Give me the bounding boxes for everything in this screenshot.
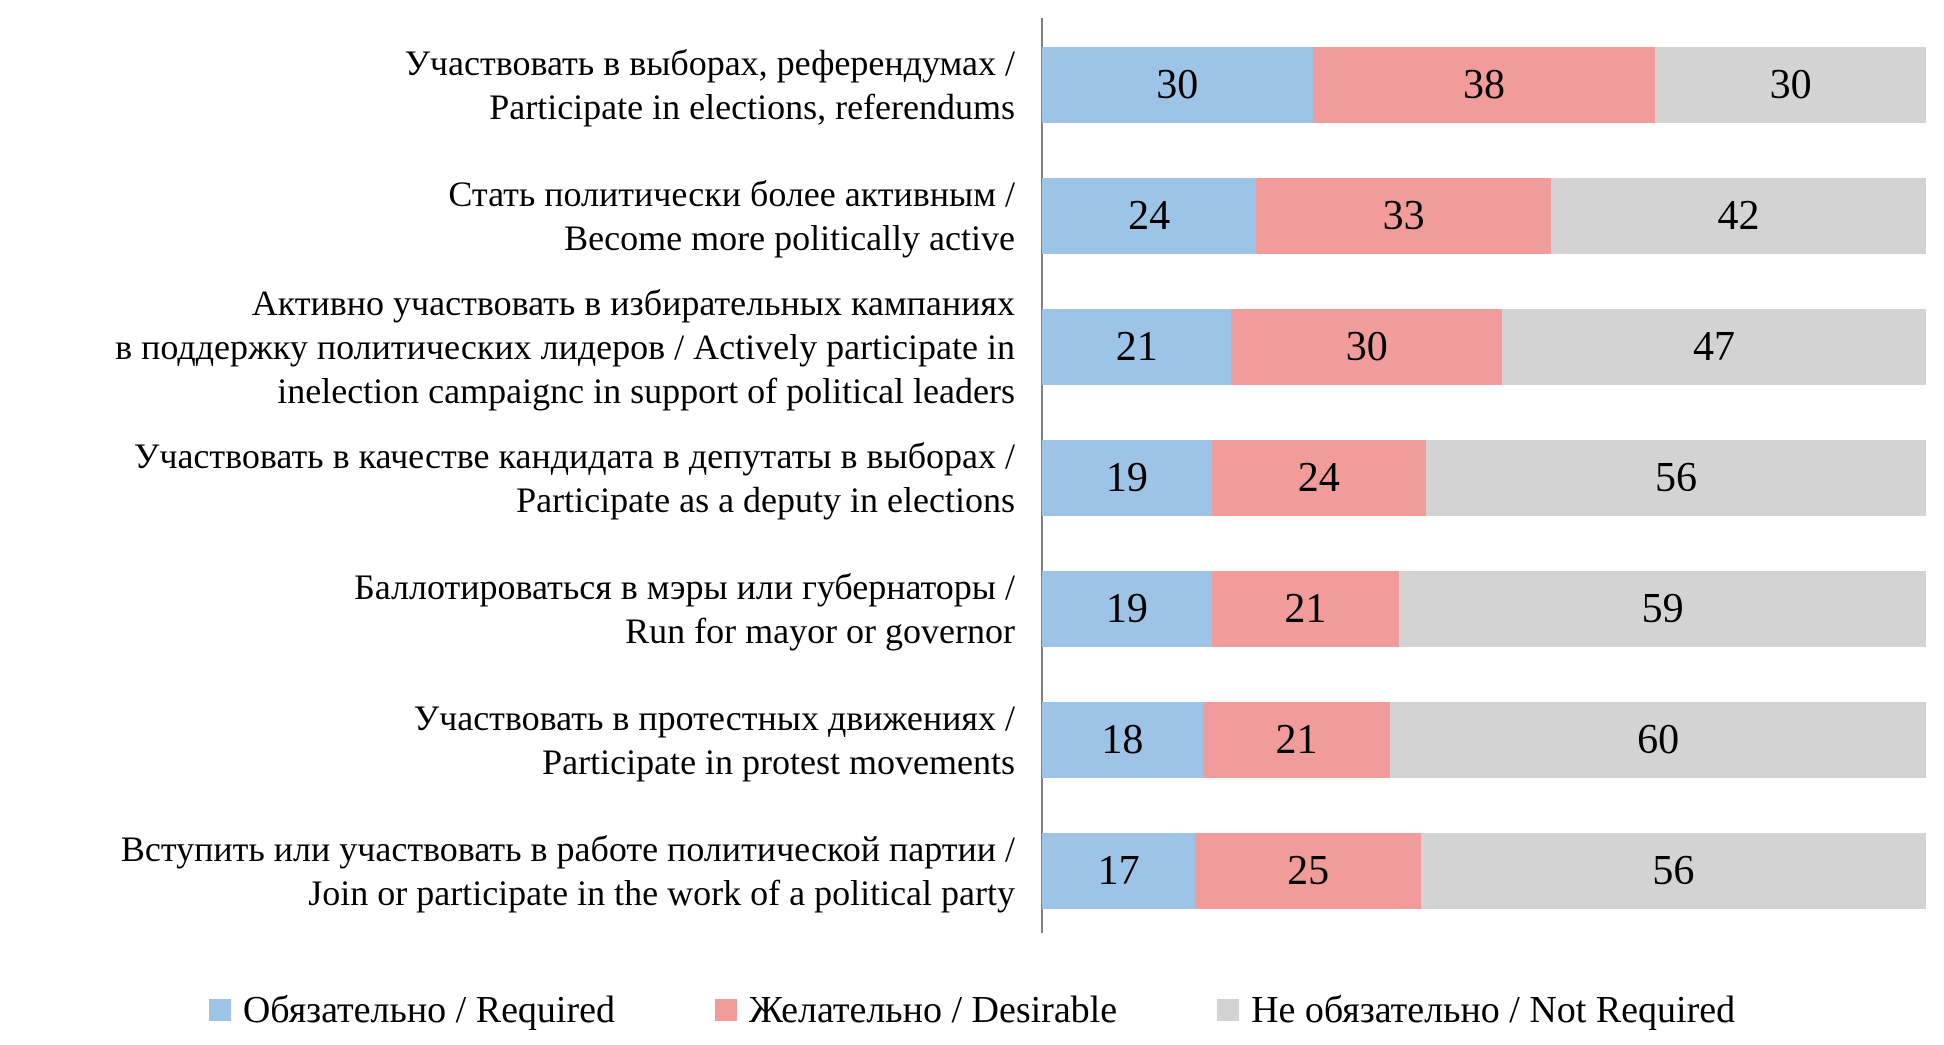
chart-row: Участвовать в качестве кандидата в депут… bbox=[0, 412, 1944, 543]
bar-segment-required: 24 bbox=[1042, 177, 1257, 254]
legend-swatch-desirable bbox=[715, 999, 738, 1021]
bar-value-not-required: 59 bbox=[1641, 585, 1684, 632]
chart-row: Баллотироваться в мэры или губернаторы /… bbox=[0, 543, 1944, 674]
bar-value-required: 19 bbox=[1105, 454, 1148, 501]
legend: Обязательно / Required Желательно / Desi… bbox=[0, 988, 1944, 1032]
legend-item-not-required: Не обязательно / Not Required bbox=[1217, 988, 1735, 1032]
category-label: Участвовать в выборах, референдумах / Pa… bbox=[404, 42, 1015, 127]
bar-value-not-required: 42 bbox=[1717, 192, 1760, 239]
bar-segment-desirable: 21 bbox=[1211, 570, 1400, 647]
bar-value-required: 24 bbox=[1128, 192, 1171, 239]
bar-value-desirable: 21 bbox=[1284, 585, 1327, 632]
legend-swatch-required bbox=[208, 999, 231, 1021]
stacked-bar: 18 21 60 bbox=[1042, 701, 1926, 778]
bar-segment-desirable: 33 bbox=[1256, 177, 1551, 254]
chart-row: Участвовать в выборах, референдумах / Pa… bbox=[0, 19, 1944, 150]
legend-label-not-required: Не обязательно / Not Required bbox=[1251, 989, 1736, 1031]
bar-value-required: 17 bbox=[1097, 847, 1140, 894]
bar-segment-required: 19 bbox=[1042, 570, 1212, 647]
chart-row: Активно участвовать в избирательных камп… bbox=[0, 281, 1944, 412]
bar-segment-required: 30 bbox=[1042, 46, 1313, 123]
bar-segment-required: 18 bbox=[1042, 701, 1203, 778]
stacked-bar: 21 30 47 bbox=[1042, 308, 1926, 385]
chart-row: Участвовать в протестных движениях / Par… bbox=[0, 674, 1944, 805]
stacked-bar: 19 21 59 bbox=[1042, 570, 1926, 647]
bar-segment-not-required: 59 bbox=[1399, 570, 1926, 647]
bar-segment-desirable: 21 bbox=[1202, 701, 1391, 778]
bar-value-not-required: 30 bbox=[1769, 61, 1812, 108]
category-label: Баллотироваться в мэры или губернаторы /… bbox=[354, 566, 1015, 651]
bar-segment-not-required: 30 bbox=[1655, 46, 1926, 123]
chart-row: Стать политически более активным / Becom… bbox=[0, 150, 1944, 281]
legend-label-desirable: Желательно / Desirable bbox=[749, 989, 1118, 1031]
bar-value-desirable: 21 bbox=[1275, 716, 1318, 763]
bar-segment-not-required: 56 bbox=[1425, 439, 1926, 516]
category-label: Активно участвовать в избирательных камп… bbox=[115, 282, 1015, 411]
category-label: Участвовать в качестве кандидата в депут… bbox=[133, 435, 1015, 520]
chart-row: Вступить или участвовать в работе полити… bbox=[0, 805, 1944, 936]
category-label: Стать политически более активным / Becom… bbox=[448, 173, 1015, 258]
bar-value-desirable: 25 bbox=[1287, 847, 1330, 894]
stacked-bar: 30 38 30 bbox=[1042, 46, 1926, 123]
category-label: Вступить или участвовать в работе полити… bbox=[120, 828, 1015, 913]
bar-value-required: 18 bbox=[1101, 716, 1144, 763]
stacked-bar: 19 24 56 bbox=[1042, 439, 1926, 516]
bar-segment-not-required: 47 bbox=[1502, 308, 1926, 385]
chart-rows: Участвовать в выборах, референдумах / Pa… bbox=[0, 19, 1944, 936]
bar-value-required: 21 bbox=[1115, 323, 1158, 370]
legend-label-required: Обязательно / Required bbox=[242, 989, 616, 1031]
bar-value-not-required: 60 bbox=[1637, 716, 1680, 763]
bar-value-required: 19 bbox=[1105, 585, 1148, 632]
bar-segment-required: 21 bbox=[1042, 308, 1232, 385]
bar-value-not-required: 56 bbox=[1652, 847, 1695, 894]
legend-item-required: Обязательно / Required bbox=[208, 988, 616, 1032]
bar-segment-not-required: 56 bbox=[1420, 832, 1926, 909]
bar-value-required: 30 bbox=[1156, 61, 1199, 108]
bar-segment-not-required: 42 bbox=[1550, 177, 1926, 254]
bar-value-not-required: 56 bbox=[1654, 454, 1697, 501]
legend-swatch-not-required bbox=[1217, 999, 1240, 1021]
bar-segment-desirable: 30 bbox=[1231, 308, 1503, 385]
bar-value-desirable: 38 bbox=[1462, 61, 1505, 108]
legend-item-desirable: Желательно / Desirable bbox=[715, 988, 1117, 1032]
category-label: Участвовать в протестных движениях / Par… bbox=[413, 697, 1015, 782]
bar-value-desirable: 24 bbox=[1297, 454, 1340, 501]
bar-value-not-required: 47 bbox=[1693, 323, 1735, 370]
bar-segment-not-required: 60 bbox=[1390, 701, 1926, 778]
bar-value-desirable: 30 bbox=[1345, 323, 1388, 370]
bar-segment-desirable: 24 bbox=[1211, 439, 1426, 516]
bar-segment-required: 19 bbox=[1042, 439, 1212, 516]
stacked-bar: 24 33 42 bbox=[1042, 177, 1926, 254]
bar-value-desirable: 33 bbox=[1382, 192, 1425, 239]
stacked-bar: 17 25 56 bbox=[1042, 832, 1926, 909]
bar-segment-required: 17 bbox=[1042, 832, 1196, 909]
bar-segment-desirable: 25 bbox=[1195, 832, 1421, 909]
bar-segment-desirable: 38 bbox=[1312, 46, 1656, 123]
